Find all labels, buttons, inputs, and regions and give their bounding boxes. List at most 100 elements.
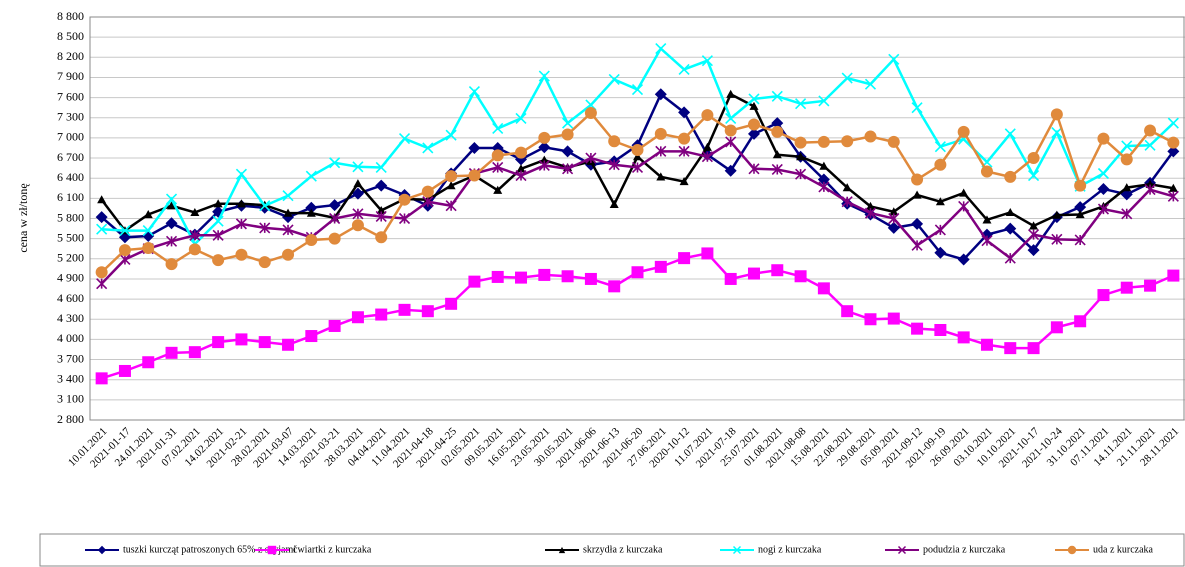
marker	[748, 163, 760, 175]
marker	[724, 164, 737, 177]
marker	[351, 311, 364, 324]
y-tick-label: 4 300	[57, 311, 84, 325]
marker	[934, 158, 947, 171]
marker	[352, 208, 364, 220]
marker	[353, 179, 363, 188]
legend-box	[39, 533, 1185, 567]
marker	[188, 243, 201, 256]
marker	[748, 93, 760, 105]
marker	[446, 181, 456, 190]
marker	[841, 305, 854, 318]
marker	[1121, 140, 1133, 152]
marker	[539, 155, 549, 164]
marker	[95, 372, 108, 385]
marker	[515, 169, 527, 182]
marker	[97, 195, 107, 204]
marker	[445, 129, 457, 141]
marker	[493, 185, 503, 194]
marker	[817, 282, 830, 295]
marker	[351, 187, 364, 200]
marker	[724, 272, 737, 285]
marker	[584, 272, 597, 285]
marker	[1029, 221, 1039, 230]
marker	[1027, 152, 1040, 165]
marker	[631, 83, 644, 96]
marker	[1167, 269, 1180, 282]
marker	[562, 163, 574, 175]
marker	[1004, 128, 1016, 140]
marker	[375, 161, 387, 174]
marker	[561, 270, 574, 283]
legend-marker	[732, 545, 742, 555]
marker	[1097, 289, 1110, 302]
marker	[679, 177, 689, 186]
marker	[1005, 207, 1015, 217]
marker	[701, 151, 713, 163]
marker	[398, 193, 411, 206]
marker	[188, 346, 201, 359]
marker	[771, 163, 783, 176]
marker	[422, 142, 434, 154]
marker	[305, 201, 318, 214]
marker	[190, 207, 200, 217]
marker	[422, 196, 434, 208]
y-tick-label: 5 800	[57, 210, 84, 224]
marker	[538, 70, 550, 82]
marker	[165, 217, 178, 230]
marker	[142, 225, 154, 237]
marker	[934, 246, 947, 259]
marker	[212, 254, 225, 267]
marker	[143, 209, 153, 219]
marker	[771, 90, 783, 102]
marker	[957, 331, 970, 344]
marker	[702, 142, 712, 151]
y-tick-label: 3 400	[57, 371, 84, 385]
y-tick-label: 6 700	[57, 150, 84, 164]
legend-label: podudzia z kurczaka	[923, 544, 1006, 555]
marker	[212, 229, 224, 241]
marker	[516, 164, 526, 173]
marker	[1097, 203, 1110, 215]
marker	[1120, 281, 1133, 294]
marker	[935, 197, 945, 206]
y-tick-label: 8 200	[57, 49, 84, 63]
marker	[1144, 139, 1156, 151]
y-tick-label: 7 300	[57, 110, 84, 124]
marker	[911, 217, 924, 230]
marker	[515, 271, 528, 284]
marker	[701, 109, 714, 122]
legend-marker	[558, 546, 566, 554]
marker	[398, 212, 411, 225]
marker	[213, 199, 223, 208]
marker	[96, 278, 108, 290]
marker	[747, 118, 760, 131]
marker	[305, 330, 318, 343]
marker	[1004, 342, 1017, 355]
marker	[1027, 244, 1040, 257]
marker	[724, 124, 737, 137]
marker	[771, 125, 784, 138]
marker	[212, 215, 224, 227]
marker	[561, 128, 574, 141]
marker	[678, 106, 691, 119]
marker	[633, 152, 642, 161]
marker	[1050, 108, 1063, 121]
marker	[538, 159, 550, 172]
marker	[95, 266, 108, 279]
marker	[585, 152, 597, 164]
marker	[678, 145, 690, 157]
marker	[562, 117, 574, 129]
marker	[841, 135, 854, 148]
marker	[608, 135, 621, 148]
marker	[655, 145, 667, 157]
marker	[1074, 201, 1087, 214]
marker	[282, 338, 295, 351]
marker	[398, 303, 411, 316]
marker	[212, 336, 225, 349]
marker	[655, 43, 667, 55]
marker	[235, 168, 248, 180]
marker	[911, 322, 924, 335]
marker	[1144, 279, 1157, 292]
y-tick-label: 7 900	[57, 69, 84, 83]
